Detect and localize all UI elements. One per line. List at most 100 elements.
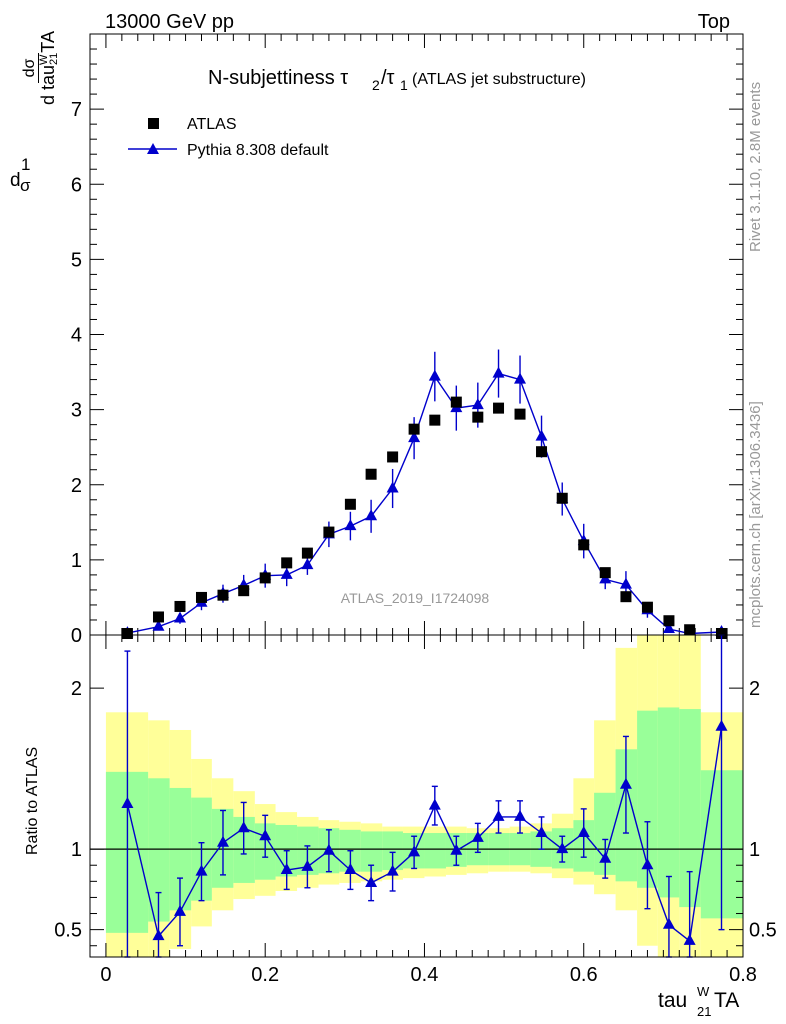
ratio-point xyxy=(280,863,293,875)
title-sub2: 2 xyxy=(372,77,380,93)
ratio-point xyxy=(492,809,505,821)
ratio-point xyxy=(662,917,675,929)
ratio-point xyxy=(121,797,134,809)
ratio-point xyxy=(577,826,590,838)
ratio-point xyxy=(514,809,527,821)
atlas-point xyxy=(301,547,313,559)
ylabel-sigma: σ xyxy=(20,176,31,195)
ratio-point xyxy=(683,933,696,945)
ratio-ylabel: Ratio to ATLAS xyxy=(24,747,41,855)
atlas-point xyxy=(238,585,250,597)
uncertainty-band-inner xyxy=(424,833,446,869)
xtick-label: 0 xyxy=(100,964,111,986)
pythia-point xyxy=(408,431,421,443)
uncertainty-band-inner xyxy=(679,709,701,908)
rivet-version-label: Rivet 3.1.10, 2.8M events xyxy=(747,82,764,252)
ratio-ytick-label: 1 xyxy=(71,839,82,861)
pythia-point xyxy=(365,509,378,521)
ratio-point xyxy=(365,875,378,887)
ratio-ytick-label-right: 1 xyxy=(749,839,760,861)
atlas-point xyxy=(715,627,727,639)
atlas-point xyxy=(684,624,696,636)
ratio-point xyxy=(556,842,569,854)
pythia-point xyxy=(535,429,548,441)
ylabel-d: d xyxy=(10,170,21,191)
uncertainty-band-inner xyxy=(148,778,170,922)
ratio-point xyxy=(259,829,272,841)
ratio-point xyxy=(322,843,335,855)
ratio-point xyxy=(641,858,654,870)
atlas-point xyxy=(472,411,484,423)
atlas-point xyxy=(387,451,399,463)
ratio-line xyxy=(126,726,723,943)
atlas-point xyxy=(344,498,356,510)
title-slash: /τ xyxy=(381,67,395,89)
ratio-point xyxy=(344,863,357,875)
pythia-point xyxy=(619,577,632,589)
atlas-point xyxy=(323,526,335,538)
atlas-point xyxy=(408,423,420,435)
pythia-point xyxy=(280,567,293,579)
ratio-ytick-label: 2 xyxy=(71,678,82,700)
main-ytick-label: 6 xyxy=(71,174,82,196)
atlas-point xyxy=(121,627,133,639)
header-process-label: Top xyxy=(698,11,730,33)
legend-marker-pythia xyxy=(147,143,159,154)
main-ytick-label: 1 xyxy=(71,550,82,572)
ratio-point xyxy=(195,864,208,876)
pythia-line xyxy=(127,372,722,635)
ratio-point xyxy=(535,826,548,838)
main-ytick-label: 0 xyxy=(71,625,82,647)
legend: ATLAS Pythia 8.308 default xyxy=(128,116,329,159)
ylabel-frac-sub: 21 xyxy=(47,52,60,65)
xtick-label: 0.6 xyxy=(570,964,598,986)
atlas-point xyxy=(429,414,441,426)
ratio-point xyxy=(216,835,229,847)
xlabel-sup: W xyxy=(697,984,710,999)
xlabel-tail: TA xyxy=(714,989,739,1012)
main-ytick-label: 5 xyxy=(71,249,82,271)
pythia-point xyxy=(386,481,399,493)
pythia-point xyxy=(152,619,165,631)
legend-label-pythia: Pythia 8.308 default xyxy=(187,142,329,159)
main-ytick-label: 2 xyxy=(71,475,82,497)
ylabel-frac-tail: TA xyxy=(38,31,58,53)
ylabel-frac-den: d tau xyxy=(38,64,58,105)
ratio-point xyxy=(173,904,186,916)
uncertainty-band-inner xyxy=(382,831,403,871)
xtick-label: 0.2 xyxy=(251,964,279,986)
atlas-point xyxy=(514,408,526,420)
atlas-point xyxy=(450,396,462,408)
atlas-point xyxy=(152,611,164,623)
ylabel-frac-num: dσ xyxy=(21,52,39,84)
pythia-point xyxy=(301,558,314,570)
main-plot: 0 1 2 3 4 5 6 7 xyxy=(71,33,744,647)
pythia-point xyxy=(662,621,675,633)
pythia-point xyxy=(173,611,186,623)
ratio-point xyxy=(408,845,421,857)
xlabel-main: tau xyxy=(658,989,687,1012)
atlas-point xyxy=(599,567,611,579)
ratio-point xyxy=(237,821,250,833)
mcplots-label: mcplots.cern.ch [arXiv:1306.3436] xyxy=(747,401,764,628)
ratio-point xyxy=(471,830,484,842)
atlas-point xyxy=(259,572,271,584)
ratio-point xyxy=(599,851,612,863)
pythia-point xyxy=(428,369,441,381)
uncertainty-band-inner xyxy=(594,792,616,875)
title-sub1: 1 xyxy=(400,77,408,93)
ratio-point xyxy=(450,843,463,855)
atlas-point xyxy=(663,615,675,627)
xtick-label: 0.4 xyxy=(411,964,439,986)
analysis-watermark: ATLAS_2019_I1724098 xyxy=(341,590,490,606)
atlas-point xyxy=(641,601,653,613)
ratio-point xyxy=(619,777,632,789)
xlabel: tau W 21 TA xyxy=(658,984,739,1019)
main-ytick-label: 7 xyxy=(71,99,82,121)
atlas-point xyxy=(493,402,505,414)
main-title: N-subjettiness τ 2 /τ 1 (ATLAS jet subst… xyxy=(208,67,586,93)
ratio-point xyxy=(715,719,728,731)
main-ylabel: d 1 σ xyxy=(10,155,31,195)
legend-label-atlas: ATLAS xyxy=(187,116,237,133)
